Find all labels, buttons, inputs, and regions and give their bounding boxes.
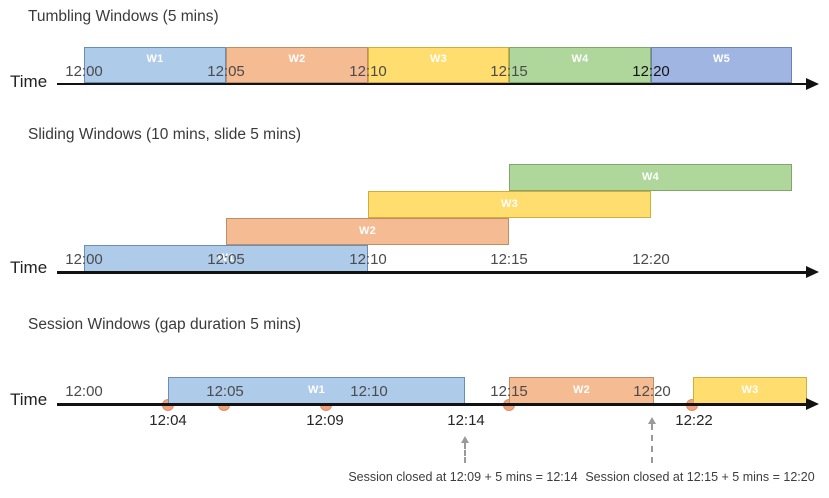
window-label: W3 xyxy=(500,198,519,210)
tick-label: 12:20 xyxy=(633,383,671,400)
session-close-arrow-icon xyxy=(648,417,656,463)
arrow-stem xyxy=(464,443,466,463)
window-label: W1 xyxy=(217,252,235,264)
time-axis-line xyxy=(57,271,806,274)
tick-label: 12:15 xyxy=(490,251,528,268)
window-bar-w3: W3 xyxy=(368,191,651,218)
session-section-title: Session Windows (gap duration 5 mins) xyxy=(28,316,302,333)
window-label: W3 xyxy=(429,53,448,65)
session-time-axis-label: Time xyxy=(10,390,48,409)
time-axis-arrowhead-icon xyxy=(806,398,819,410)
window-label: W2 xyxy=(572,384,591,396)
window-label: W5 xyxy=(712,53,731,65)
arrow-head-icon xyxy=(648,417,656,424)
window-label: W4 xyxy=(641,171,660,183)
tick-label: 12:20 xyxy=(632,251,670,268)
time-axis-line xyxy=(57,403,806,406)
tumbling-time-axis-label: Time xyxy=(10,72,48,91)
tick-label: 12:00 xyxy=(65,63,103,80)
window-bar-w5: W5 xyxy=(651,47,792,83)
time-axis-arrowhead-icon xyxy=(806,266,819,278)
time-axis-line xyxy=(57,83,806,85)
window-bar-w4: W4 xyxy=(509,47,651,83)
session-closed-annotation: Session closed at 12:15 + 5 mins = 12:20 xyxy=(585,470,815,484)
tick-label: 12:05 xyxy=(206,383,244,400)
window-label: W3 xyxy=(741,384,759,396)
event-time-label: 12:04 xyxy=(149,412,187,429)
window-bar-w3: W3 xyxy=(368,47,509,83)
tumbling-section-title: Tumbling Windows (5 mins) xyxy=(28,8,219,25)
window-label: W2 xyxy=(358,225,377,237)
tick-label: 12:00 xyxy=(65,251,103,268)
tick-label: 12:15 xyxy=(490,63,528,80)
tick-label: 12:10 xyxy=(349,251,387,268)
window-bar-w4: W4 xyxy=(509,164,792,191)
window-bar-w1: W1 xyxy=(84,47,226,83)
arrow-head-icon xyxy=(461,436,469,443)
tick-label: 12:00 xyxy=(65,383,103,400)
sliding-time-axis-label: Time xyxy=(10,258,48,277)
session-close-arrow-icon xyxy=(461,436,469,463)
tick-label: 12:05 xyxy=(207,251,245,268)
tick-label: 12:20 xyxy=(632,63,670,80)
tick-label: 12:05 xyxy=(207,63,245,80)
event-time-label: 12:14 xyxy=(447,412,485,429)
event-time-label: 12:09 xyxy=(306,412,344,429)
tick-label: 12:15 xyxy=(490,383,528,400)
window-bar-w2: W2 xyxy=(226,47,368,83)
sliding-section-title: Sliding Windows (10 mins, slide 5 mins) xyxy=(28,126,302,143)
event-time-label: 12:22 xyxy=(675,412,713,429)
session-closed-annotation: Session closed at 12:09 + 5 mins = 12:14 xyxy=(348,470,578,484)
tick-label: 12:10 xyxy=(350,383,388,400)
window-bar-w2: W2 xyxy=(226,218,509,245)
arrow-stem xyxy=(651,424,653,463)
window-bar-w3: W3 xyxy=(693,377,807,404)
tick-label: 12:10 xyxy=(349,63,387,80)
window-label: W2 xyxy=(288,53,306,65)
window-label: W1 xyxy=(307,384,326,396)
window-label: W4 xyxy=(571,53,589,65)
time-axis-arrowhead-icon xyxy=(806,78,819,90)
window-label: W1 xyxy=(146,53,164,65)
